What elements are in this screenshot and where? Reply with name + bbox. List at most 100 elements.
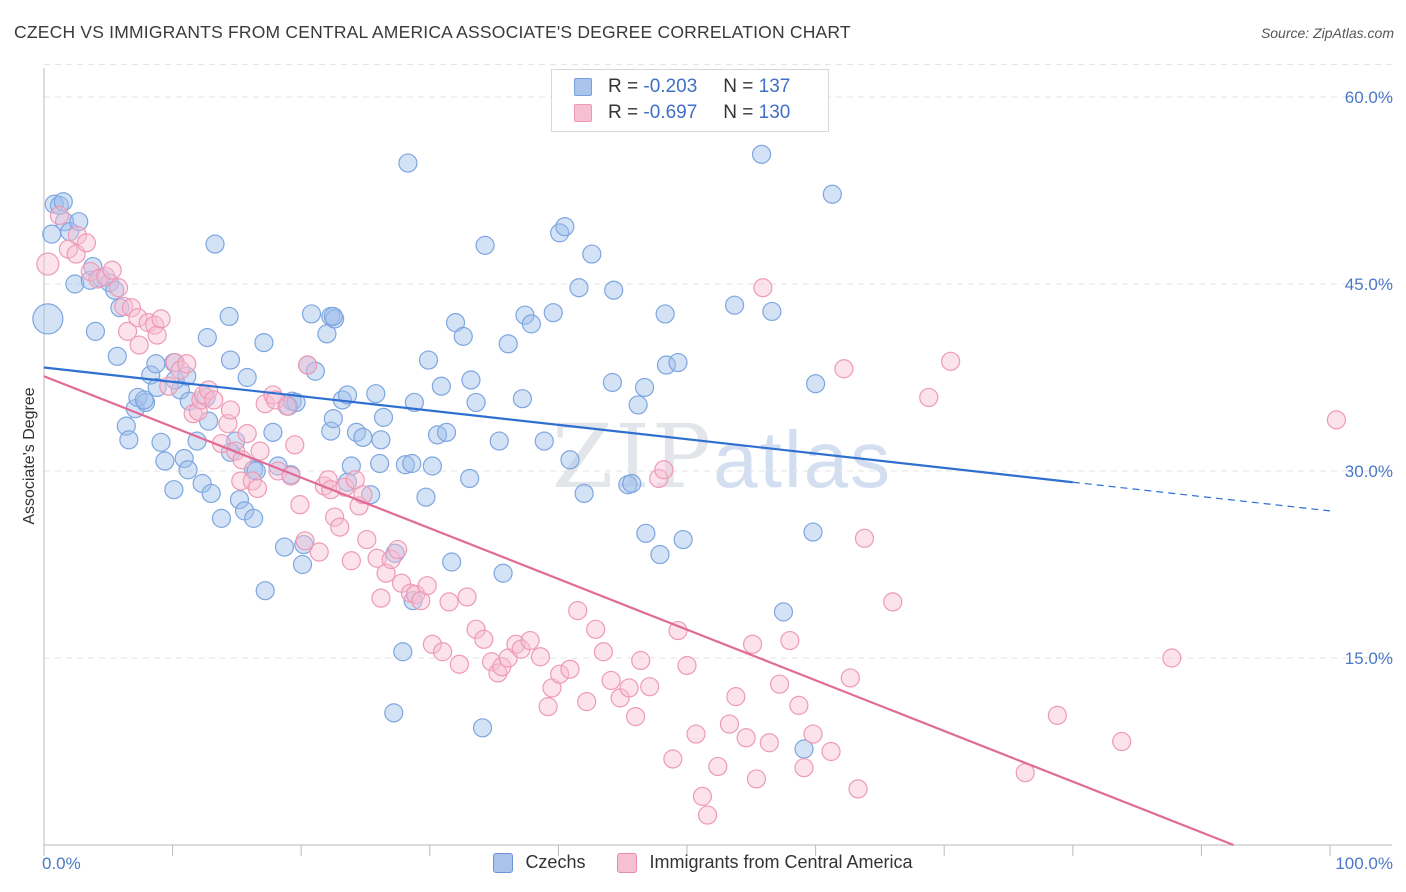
data-point-immigrants [88,269,108,289]
data-point-czechs [402,453,422,474]
data-point-immigrants [1326,410,1347,430]
data-point-czechs [475,235,495,255]
data-point-czechs [422,456,442,476]
data-point-czechs [673,529,693,550]
data-point-czechs [384,703,404,723]
data-point-czechs [393,642,413,662]
data-point-immigrants [919,387,939,408]
data-point-czechs [134,390,154,410]
data-point-immigrants [285,435,305,455]
data-point-immigrants [388,539,408,560]
data-point-czechs [602,372,623,393]
legend-row-immigrants: R = -0.697 N = 130 [574,101,790,125]
data-point-czechs [370,453,390,474]
data-point-immigrants [177,354,197,374]
data-point-czechs [353,427,373,447]
legend-r-value: -0.697 [643,102,698,123]
data-point-czechs [560,450,580,470]
data-point-czechs [461,370,481,390]
data-point-immigrants [121,298,142,318]
data-point-immigrants [568,601,588,621]
data-point-czechs [751,144,772,164]
data-point-immigrants [345,470,365,490]
x-tick-label: 0.0% [42,854,81,873]
legend-swatch-immigrants [574,104,592,122]
legend-row-czechs: R = -0.203 N = 137 [574,75,790,99]
data-point-czechs [274,537,295,557]
data-point-czechs [724,295,745,315]
data-point-immigrants [697,805,718,825]
data-point-czechs [656,355,677,375]
data-point-immigrants [746,769,767,789]
data-point-immigrants [371,588,391,608]
data-point-immigrants [422,634,442,654]
data-point-czechs [803,522,823,542]
data-point-immigrants [719,714,740,734]
data-point-immigrants [538,697,558,717]
legend-n-label: N = [723,102,754,123]
grid-lines [44,64,1392,659]
data-point-czechs [431,376,451,396]
data-point-immigrants [677,655,697,676]
data-point-czechs [301,304,322,324]
data-point-immigrants [726,687,746,707]
data-point-immigrants [381,549,401,570]
data-point-czechs [622,473,642,494]
data-point-czechs [305,361,325,381]
legend-n-label: N = [723,76,754,97]
data-point-immigrants [102,260,122,280]
data-point-czechs [395,455,415,475]
data-point-czechs [418,350,439,370]
tick-labels: 15.0% 30.0% 45.0% 60.0% 0.0% 100.0% [42,88,1393,873]
data-point-czechs [119,430,139,450]
data-point-czechs [32,303,64,335]
data-point-czechs [442,552,462,572]
data-point-czechs [178,460,198,480]
series-swatch-immigrants [617,852,638,873]
data-point-czechs [263,422,283,442]
data-point-immigrants [117,321,138,341]
data-point-immigrants [80,261,100,282]
data-point-immigrants [76,233,97,253]
data-point-immigrants [686,724,706,744]
legend-n-value: 137 [758,76,791,97]
data-point-immigrants [309,542,329,562]
series-label-czechs: Czechs [525,852,586,872]
data-point-czechs [201,483,221,504]
data-point-czechs [199,411,219,431]
legend-n-value: 130 [758,102,791,123]
axes [43,68,1392,856]
data-point-czechs [226,431,246,451]
data-point-immigrants [640,677,660,697]
data-point-czechs [404,392,424,413]
data-point-immigrants [631,650,651,671]
data-point-czechs [773,602,794,622]
data-point-immigrants [449,654,469,674]
series-swatch-czechs [493,852,514,873]
data-point-immigrants [417,576,437,596]
data-point-immigrants [204,390,224,410]
data-point-immigrants [1112,731,1132,752]
legend-r-value: -0.203 [643,76,698,97]
data-point-immigrants [708,756,728,777]
data-point-czechs [466,392,486,413]
data-point-czechs [255,581,275,601]
data-point-immigrants [290,495,310,515]
data-point-czechs [550,223,570,243]
data-point-immigrants [49,205,70,226]
series-legend: Czechs Immigrants from Central America [0,852,1406,873]
data-point-immigrants [854,528,875,548]
data-point-immigrants [593,642,614,662]
data-point-immigrants [151,309,171,329]
data-point-czechs [83,256,103,277]
data-point-immigrants [231,471,251,491]
data-point-immigrants [883,592,903,612]
series-legend-czechs[interactable]: Czechs [493,852,585,873]
data-point-czechs [534,431,554,451]
y-tick-label: 45.0% [1345,275,1393,294]
series-legend-immigrants[interactable]: Immigrants from Central America [617,852,913,873]
data-point-immigrants [759,733,779,753]
data-point-immigrants [295,531,315,551]
data-point-czechs [211,508,232,528]
y-tick-label: 15.0% [1345,649,1393,668]
